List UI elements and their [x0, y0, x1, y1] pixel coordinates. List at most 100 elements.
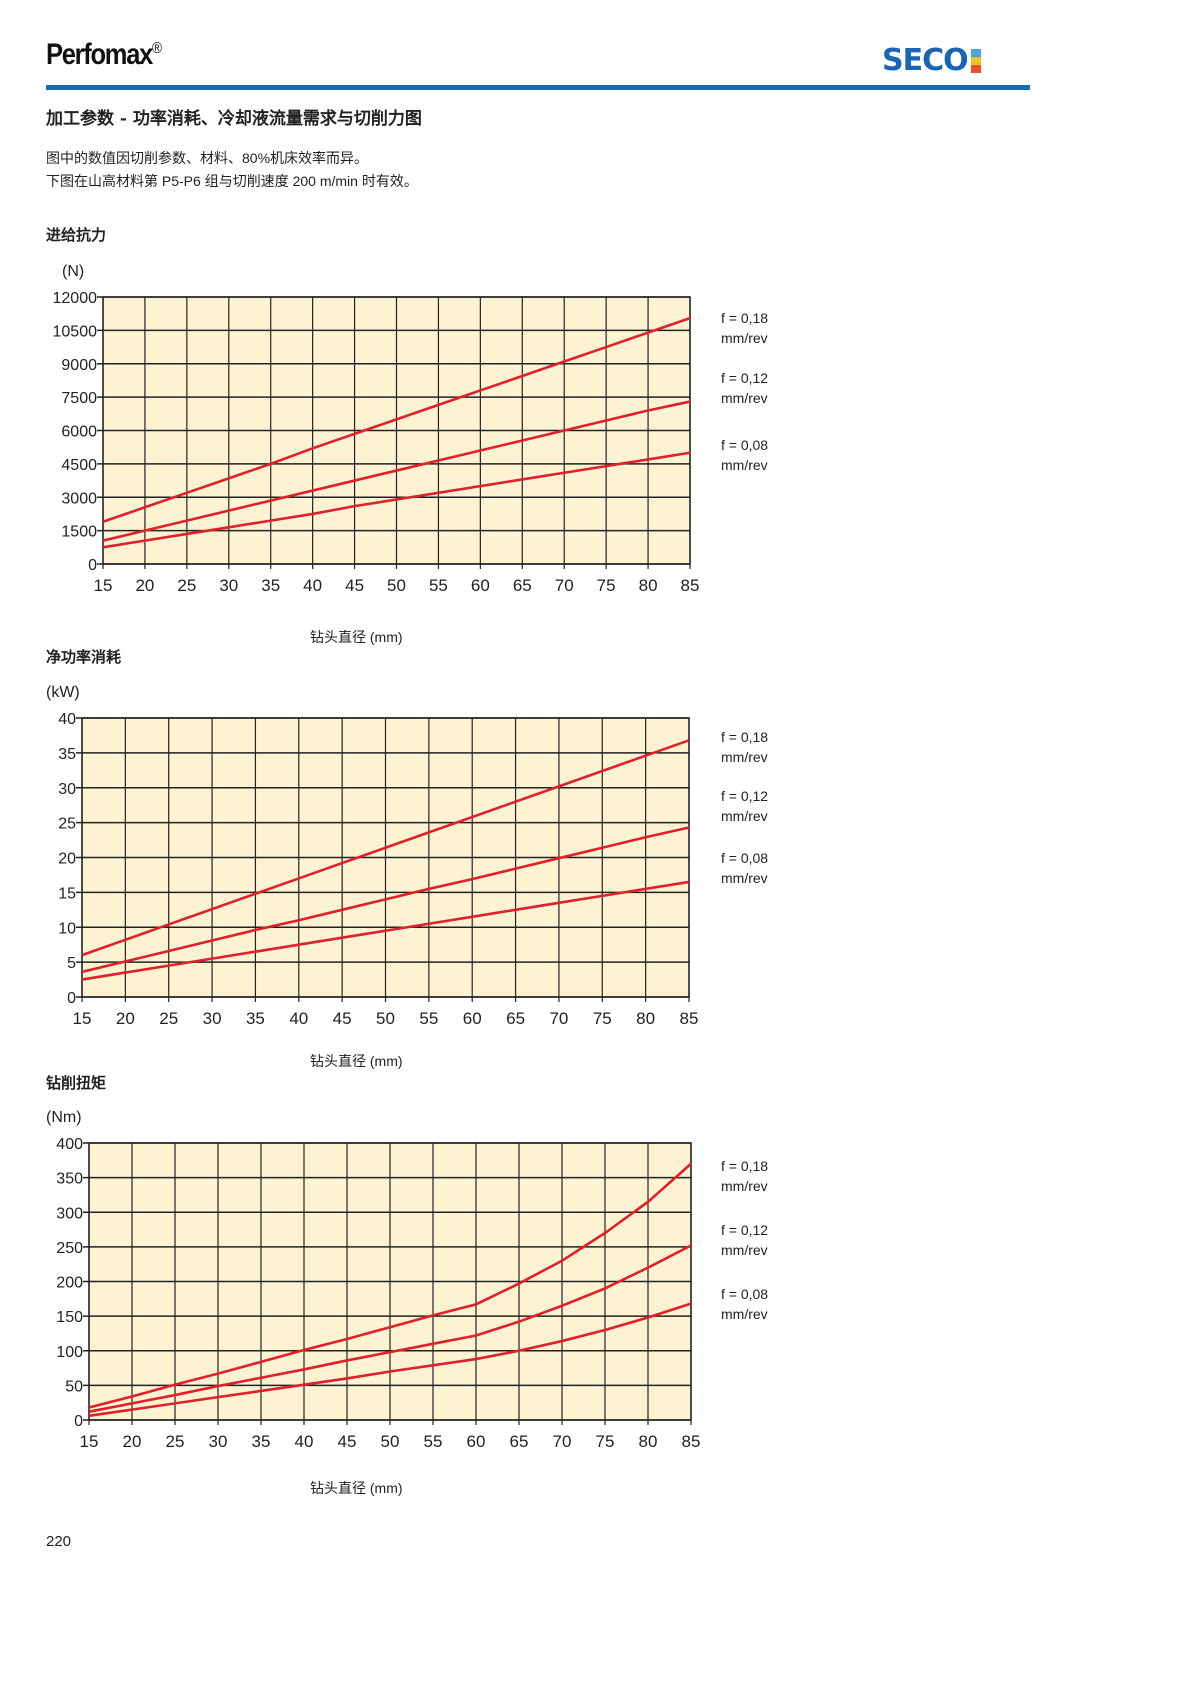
chart-3: 15 20 25 30 35 40 45 50 55 60 65 70 75 80 85 0 50 100 150 2…: [46, 1109, 768, 1451]
series-label: mm/rev: [721, 808, 768, 824]
series-label: mm/rev: [721, 870, 768, 886]
series-label: f = 0,08: [721, 437, 768, 453]
x-tick-label: 40: [289, 1009, 308, 1028]
brand-title: Perfomax®: [46, 38, 162, 72]
x-tick-label: 45: [345, 576, 364, 595]
x-tick-label: 15: [73, 1009, 92, 1028]
series-label: f = 0,12: [721, 1222, 768, 1238]
y-tick-label: 1500: [61, 524, 97, 541]
y-tick-label: 200: [56, 1275, 83, 1292]
y-tick-label: 350: [56, 1171, 83, 1188]
x-tick-label: 35: [246, 1009, 265, 1028]
series-label: mm/rev: [721, 330, 768, 346]
x-tick-label: 60: [463, 1009, 482, 1028]
x-tick-label: 80: [639, 576, 658, 595]
series-line-1: [88, 1162, 692, 1409]
y-tick-label: 12000: [53, 290, 98, 307]
chart-1: 15 20 25 30 35 40 45 50 55 60 65 70 75 80 85 0 1500 3000 4…: [53, 263, 769, 595]
seco-logo: SECO: [882, 43, 981, 78]
x-tick-label: 70: [549, 1009, 568, 1028]
x-tick-label: 30: [203, 1009, 222, 1028]
series-line-3: [102, 451, 691, 549]
y-tick-label: 250: [56, 1240, 83, 1257]
series-label: f = 0,18: [721, 729, 768, 745]
x-tick-label: 40: [295, 1432, 314, 1451]
series-label: mm/rev: [721, 1178, 768, 1194]
x-tick-label: 30: [219, 576, 238, 595]
x-tick-label: 50: [381, 1432, 400, 1451]
x-tick-label: 35: [252, 1432, 271, 1451]
series-line-1: [102, 316, 691, 523]
series-label: f = 0,08: [721, 850, 768, 866]
y-tick-label: 20: [58, 851, 76, 868]
y-tick-label: 150: [56, 1309, 83, 1326]
x-tick-label: 50: [387, 576, 406, 595]
x-tick-label: 35: [261, 576, 280, 595]
y-tick-label: 25: [58, 816, 76, 833]
y-tick-label: 15: [58, 885, 76, 902]
x-tick-label: 70: [553, 1432, 572, 1451]
y-tick-label: 7500: [61, 390, 97, 407]
x-tick-label: 40: [303, 576, 322, 595]
x-tick-label: 85: [680, 1009, 699, 1028]
x-tick-label: 85: [681, 576, 700, 595]
logo-color-mark-icon: [970, 48, 981, 73]
series-label: mm/rev: [721, 749, 768, 765]
x-tick-label: 30: [209, 1432, 228, 1451]
y-tick-label: 0: [67, 990, 76, 1007]
chart-1-title: 进给抗力: [46, 226, 107, 244]
series-line-3: [88, 1302, 692, 1418]
x-tick-label: 20: [116, 1009, 135, 1028]
registered-mark: ®: [152, 40, 162, 57]
x-tick-label: 25: [177, 576, 196, 595]
y-unit-label: (N): [62, 263, 84, 280]
x-tick-label: 50: [376, 1009, 395, 1028]
x-tick-label: 25: [166, 1432, 185, 1451]
x-tick-label: 45: [338, 1432, 357, 1451]
series-label: mm/rev: [721, 457, 768, 473]
series-label: f = 0,12: [721, 788, 768, 804]
series-label: mm/rev: [721, 390, 768, 406]
chart-3-xlabel: 钻头直径 (mm): [310, 1480, 403, 1496]
chart-2: 15 20 25 30 35 40 45 50 55 60 65 70 75 80 85 0 5 10 15 20 25…: [46, 684, 768, 1028]
y-tick-label: 300: [56, 1205, 83, 1222]
series-label: f = 0,18: [721, 310, 768, 326]
x-tick-label: 80: [636, 1009, 655, 1028]
y-tick-label: 4500: [61, 457, 97, 474]
section-title: 加工参数 - 功率消耗、冷却液流量需求与切削力图: [46, 109, 422, 129]
y-tick-label: 6000: [61, 424, 97, 441]
x-tick-label: 15: [80, 1432, 99, 1451]
x-tick-label: 25: [159, 1009, 178, 1028]
series-label: f = 0,12: [721, 370, 768, 386]
x-tick-label: 15: [94, 576, 113, 595]
series-line-2: [102, 400, 691, 542]
x-tick-label: 45: [333, 1009, 352, 1028]
x-tick-label: 55: [419, 1009, 438, 1028]
brand-name: Perfomax: [46, 38, 153, 71]
y-tick-label: 3000: [61, 490, 97, 507]
series-line-3: [81, 880, 690, 981]
y-tick-label: 10500: [53, 323, 98, 340]
y-tick-label: 0: [74, 1413, 83, 1430]
logo-text: SECO: [882, 43, 969, 78]
x-tick-label: 60: [467, 1432, 486, 1451]
x-tick-label: 65: [510, 1432, 529, 1451]
x-tick-label: 20: [135, 576, 154, 595]
x-tick-label: 65: [506, 1009, 525, 1028]
y-tick-label: 40: [58, 711, 76, 728]
y-tick-label: 50: [65, 1378, 83, 1395]
x-tick-label: 80: [639, 1432, 658, 1451]
x-tick-label: 55: [424, 1432, 443, 1451]
chart-2-title: 净功率消耗: [46, 648, 122, 666]
y-tick-label: 35: [58, 746, 76, 763]
x-tick-label: 85: [682, 1432, 701, 1451]
chart-2-xlabel: 钻头直径 (mm): [310, 1053, 403, 1069]
y-tick-label: 30: [58, 781, 76, 798]
y-tick-label: 9000: [61, 357, 97, 374]
x-tick-label: 60: [471, 576, 490, 595]
y-unit-label: (Nm): [46, 1109, 82, 1126]
x-tick-label: 55: [429, 576, 448, 595]
series-line-1: [81, 739, 690, 957]
y-tick-label: 5: [67, 955, 76, 972]
